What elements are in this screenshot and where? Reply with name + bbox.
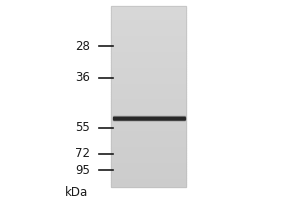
Bar — [111, 146, 186, 148]
Bar — [111, 130, 186, 132]
Bar — [111, 71, 186, 74]
Bar — [111, 17, 186, 19]
Bar — [111, 182, 186, 184]
Bar — [111, 98, 186, 101]
Bar — [111, 31, 186, 33]
Bar — [111, 6, 186, 187]
Bar — [111, 141, 186, 144]
Bar — [111, 119, 186, 121]
Bar — [111, 65, 186, 67]
Text: 95: 95 — [75, 164, 90, 177]
Bar — [111, 184, 186, 187]
Bar — [112, 119, 184, 120]
Bar — [112, 117, 184, 120]
Bar — [111, 15, 186, 17]
Bar — [112, 118, 184, 119]
Bar — [111, 56, 186, 58]
Bar — [111, 69, 186, 71]
Bar — [111, 137, 186, 139]
Bar — [111, 169, 186, 171]
Bar — [111, 92, 186, 94]
Bar — [111, 60, 186, 62]
Bar — [111, 22, 186, 24]
Bar — [111, 107, 186, 110]
Bar — [111, 42, 186, 44]
Bar — [111, 180, 186, 182]
Bar — [111, 105, 186, 107]
Bar — [111, 78, 186, 80]
Bar — [111, 83, 186, 85]
Bar — [111, 155, 186, 157]
Bar — [111, 40, 186, 42]
Bar — [111, 35, 186, 37]
Bar — [111, 162, 186, 164]
Bar — [111, 123, 186, 126]
Bar — [111, 6, 186, 8]
Bar — [111, 85, 186, 87]
Text: 55: 55 — [75, 121, 90, 134]
Bar — [111, 62, 186, 65]
Bar — [111, 24, 186, 26]
Bar — [111, 139, 186, 141]
Bar — [111, 164, 186, 166]
Bar — [111, 53, 186, 56]
Text: 28: 28 — [75, 40, 90, 53]
Bar — [111, 150, 186, 153]
Bar — [112, 117, 184, 118]
Bar — [111, 46, 186, 49]
Bar — [111, 175, 186, 178]
Bar — [111, 110, 186, 112]
Bar — [111, 67, 186, 69]
Bar — [111, 144, 186, 146]
Bar — [111, 171, 186, 173]
Bar — [111, 13, 186, 15]
Bar — [111, 58, 186, 60]
Bar — [111, 19, 186, 22]
Bar — [111, 135, 186, 137]
Bar — [111, 10, 186, 13]
Text: 72: 72 — [75, 147, 90, 160]
Text: kDa: kDa — [65, 186, 88, 199]
Bar — [111, 87, 186, 89]
Bar — [111, 166, 186, 169]
Bar — [111, 112, 186, 114]
Bar — [111, 157, 186, 159]
Bar — [111, 103, 186, 105]
Bar — [111, 117, 186, 119]
Bar — [111, 33, 186, 35]
Bar — [111, 148, 186, 150]
Bar — [111, 121, 186, 123]
Bar — [111, 74, 186, 76]
Bar — [111, 8, 186, 10]
Bar — [111, 89, 186, 92]
Bar — [111, 114, 186, 117]
Bar — [111, 76, 186, 78]
Bar — [111, 96, 186, 98]
Bar — [111, 153, 186, 155]
Bar — [111, 80, 186, 83]
Bar — [112, 120, 184, 121]
Bar — [111, 132, 186, 135]
Text: 36: 36 — [75, 71, 90, 84]
Bar — [111, 94, 186, 96]
Bar — [111, 44, 186, 46]
Bar — [111, 26, 186, 28]
Bar — [111, 101, 186, 103]
Bar — [111, 49, 186, 51]
Bar — [111, 126, 186, 128]
Bar — [111, 128, 186, 130]
Bar — [111, 159, 186, 162]
Bar — [111, 178, 186, 180]
Bar — [112, 116, 184, 117]
Bar — [111, 173, 186, 175]
Bar — [111, 51, 186, 53]
Bar — [111, 37, 186, 40]
Bar — [111, 28, 186, 31]
